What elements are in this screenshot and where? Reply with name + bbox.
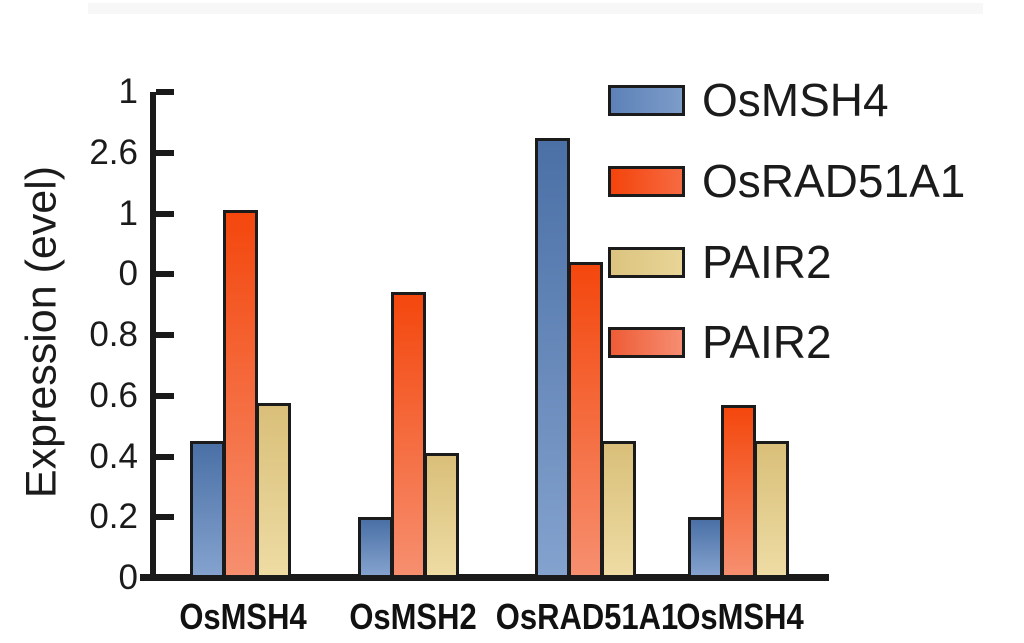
legend-label: OsMSH4: [702, 74, 889, 126]
y-tick-mark: [156, 453, 174, 460]
y-axis-line: [150, 92, 156, 581]
legend-item: OsMSH4: [608, 75, 889, 125]
bar-OsRAD51A1-OsMSH2: [391, 292, 426, 578]
y-tick-mark: [156, 89, 174, 95]
legend-item: PAIR2: [608, 237, 832, 287]
y-tick-label: 1: [118, 193, 138, 233]
legend-label: OsRAD51A1: [702, 155, 966, 207]
bar-OsMSH4-OsRAD51A1: [535, 138, 570, 578]
y-tick-mark: [156, 332, 174, 338]
bar-OsRAD51A1-OsRAD51A1: [568, 262, 603, 578]
bar-PAIR2-OsRAD51A1: [601, 441, 636, 578]
y-tick-mark: [156, 271, 174, 278]
bar-OsMSH4-OsMSH2: [358, 517, 393, 578]
bar-OsRAD51A1-OsMSH4: [223, 210, 258, 578]
y-tick-label: 0.2: [89, 497, 138, 537]
y-tick-mark: [156, 575, 174, 581]
legend-swatch-icon: [608, 326, 685, 358]
bar-OsRAD51A1-OsMSH4: [721, 405, 756, 578]
bar-PAIR2-OsMSH2: [424, 453, 459, 578]
y-tick-mark: [156, 149, 174, 156]
y-tick-label: 0.4: [89, 436, 138, 476]
y-tick-label: 1: [118, 72, 138, 111]
x-category-label: OsMSH4: [179, 596, 307, 637]
y-tick-mark: [156, 392, 174, 399]
y-tick-label: 0: [118, 254, 138, 294]
x-category-label: OsMSH4: [676, 596, 804, 637]
legend-label: PAIR2: [702, 316, 832, 368]
legend-swatch-icon: [608, 246, 685, 278]
legend-label: PAIR2: [702, 236, 832, 288]
legend-item: PAIR2: [608, 317, 832, 367]
y-tick-mark: [156, 514, 174, 521]
y-tick-label: 2.6: [89, 132, 138, 172]
top-artifact-strip: [88, 3, 983, 14]
x-category-label: OsRAD51A1: [495, 596, 679, 637]
legend-item: OsRAD51A1: [608, 156, 965, 206]
y-tick-label: 0.6: [89, 375, 138, 415]
y-tick-label: 0.8: [89, 315, 138, 354]
x-axis-line: [140, 574, 829, 581]
y-tick-label: 0: [118, 558, 138, 597]
bar-PAIR2-OsMSH4: [256, 403, 291, 578]
bar-OsMSH4-OsMSH4: [688, 517, 723, 578]
bar-PAIR2-OsMSH4: [754, 441, 789, 578]
x-category-label: OsMSH2: [349, 596, 477, 637]
legend-swatch-icon: [608, 165, 685, 197]
legend-swatch-icon: [608, 84, 685, 116]
y-tick-mark: [156, 210, 174, 217]
bar-OsMSH4-OsMSH4: [190, 441, 225, 578]
